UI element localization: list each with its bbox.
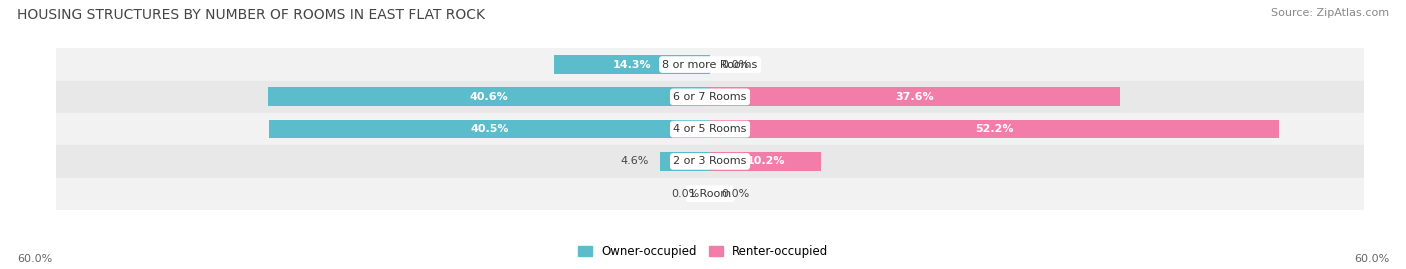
Text: 60.0%: 60.0%: [17, 254, 52, 264]
Bar: [554, 55, 710, 74]
Bar: [56, 113, 1364, 145]
Text: HOUSING STRUCTURES BY NUMBER OF ROOMS IN EAST FLAT ROCK: HOUSING STRUCTURES BY NUMBER OF ROOMS IN…: [17, 8, 485, 22]
Text: 40.5%: 40.5%: [470, 124, 509, 134]
Text: 0.0%: 0.0%: [721, 189, 749, 199]
Text: 10.2%: 10.2%: [747, 156, 785, 167]
Text: 52.2%: 52.2%: [976, 124, 1014, 134]
Text: 14.3%: 14.3%: [613, 59, 651, 70]
Text: 4 or 5 Rooms: 4 or 5 Rooms: [673, 124, 747, 134]
Text: 1 Room: 1 Room: [689, 189, 731, 199]
Bar: [710, 87, 1119, 106]
Text: 0.0%: 0.0%: [671, 189, 699, 199]
Bar: [659, 152, 710, 171]
Text: 8 or more Rooms: 8 or more Rooms: [662, 59, 758, 70]
Bar: [56, 145, 1364, 178]
Text: 60.0%: 60.0%: [1354, 254, 1389, 264]
Bar: [267, 87, 710, 106]
Text: 4.6%: 4.6%: [620, 156, 650, 167]
Bar: [56, 48, 1364, 81]
Text: 6 or 7 Rooms: 6 or 7 Rooms: [673, 92, 747, 102]
Bar: [269, 120, 710, 139]
Text: 40.6%: 40.6%: [470, 92, 508, 102]
Text: 2 or 3 Rooms: 2 or 3 Rooms: [673, 156, 747, 167]
Bar: [710, 152, 821, 171]
Bar: [56, 81, 1364, 113]
Legend: Owner-occupied, Renter-occupied: Owner-occupied, Renter-occupied: [572, 241, 834, 263]
Text: 37.6%: 37.6%: [896, 92, 934, 102]
Text: 0.0%: 0.0%: [721, 59, 749, 70]
Text: Source: ZipAtlas.com: Source: ZipAtlas.com: [1271, 8, 1389, 18]
Bar: [56, 178, 1364, 210]
Bar: [710, 120, 1279, 139]
